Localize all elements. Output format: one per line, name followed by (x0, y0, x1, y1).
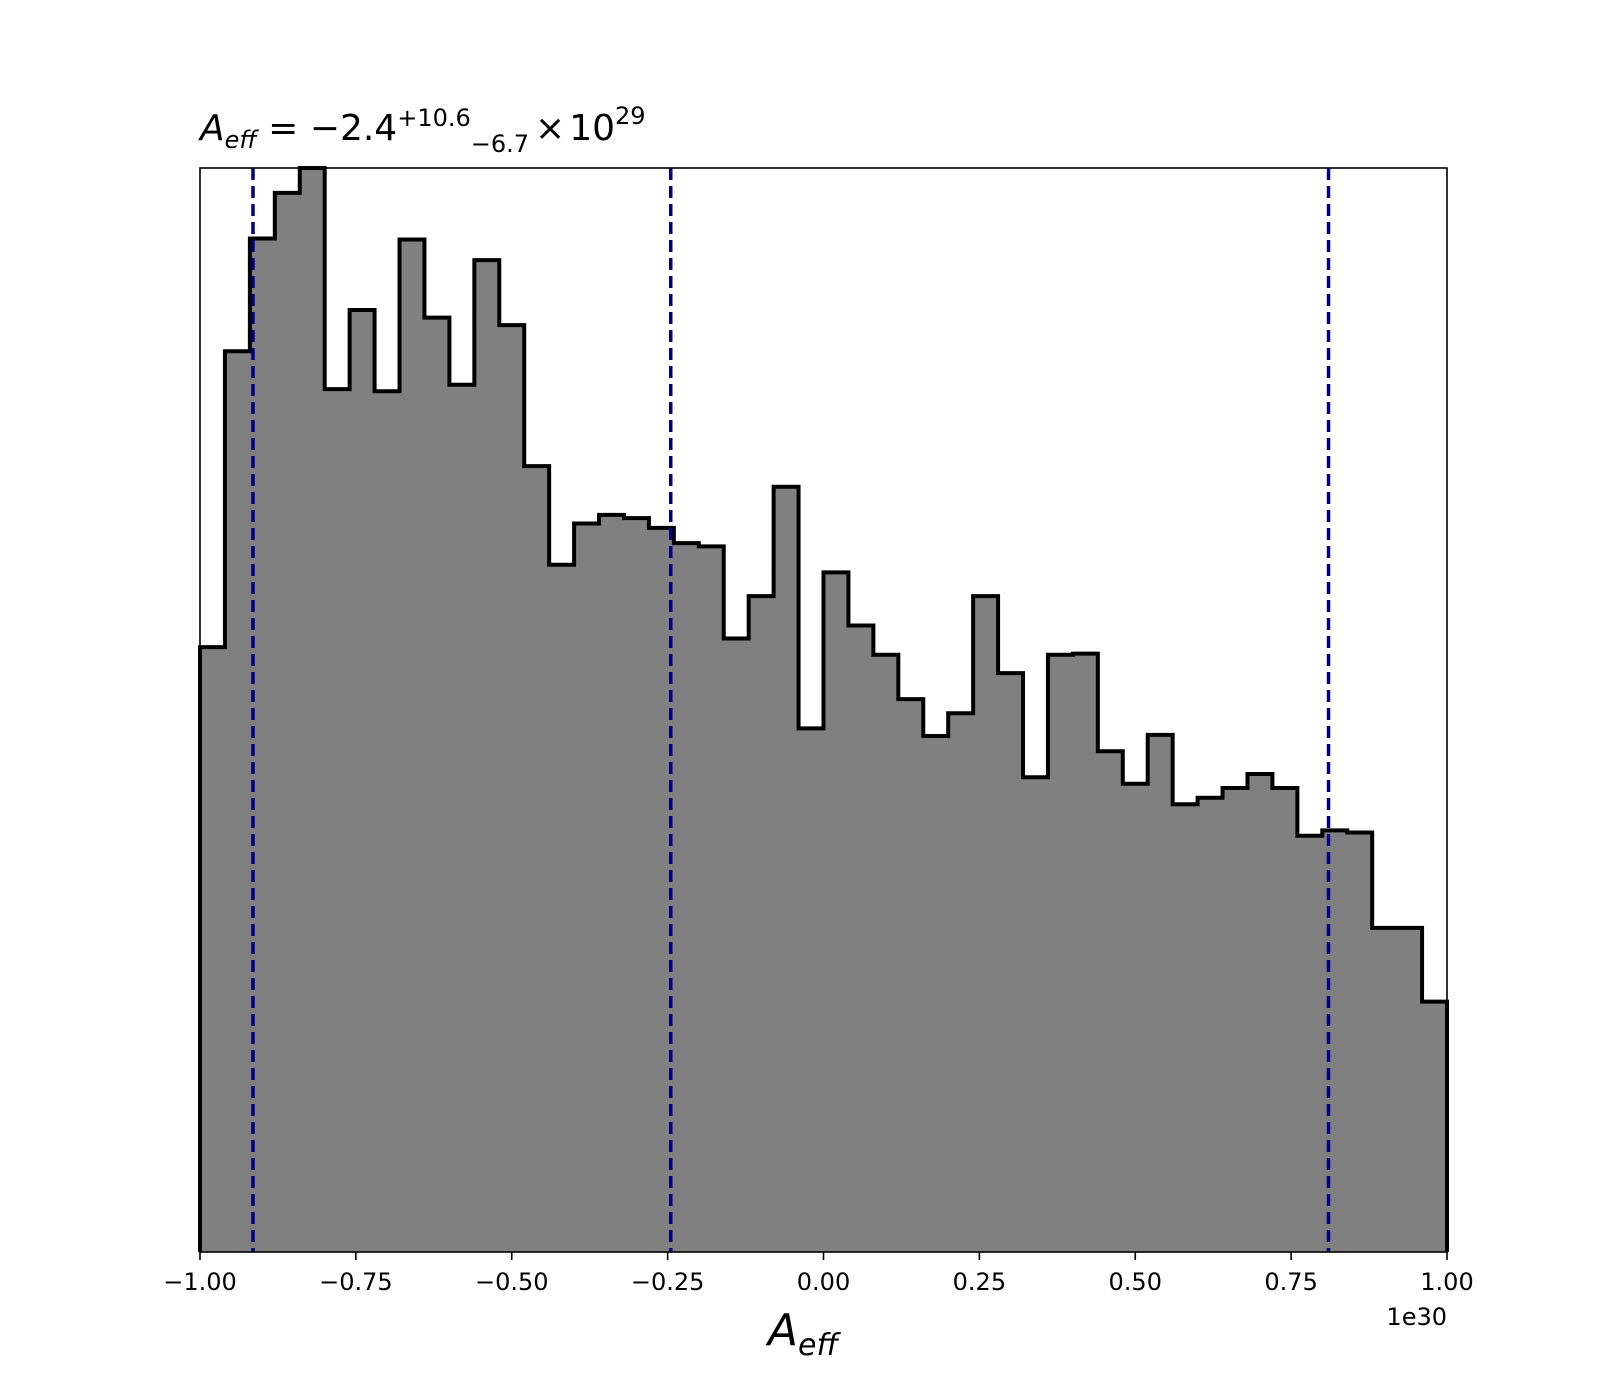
histogram-bar (698, 546, 725, 1252)
histogram-bar (599, 514, 625, 1252)
histogram-bar (723, 638, 750, 1252)
histogram-bar (1097, 751, 1124, 1252)
histogram-bar (574, 523, 600, 1252)
title-base: 10 (569, 108, 615, 149)
histogram-bar (673, 543, 700, 1252)
x-tick-label: −0.50 (475, 1268, 549, 1296)
x-tick-label: 0.00 (797, 1268, 850, 1296)
histogram-bar (424, 317, 450, 1252)
histogram-bar (1397, 927, 1423, 1252)
histogram-step-line (198, 166, 1449, 1252)
title-upper-error: +10.6 (397, 104, 471, 132)
histogram-bar (1047, 654, 1074, 1252)
title-lower-error: −6.7 (471, 130, 529, 158)
x-tick-label: 1.00 (1420, 1268, 1473, 1296)
histogram-bar (1147, 734, 1174, 1252)
x-tick-label: −1.00 (163, 1268, 237, 1296)
histogram-bar (349, 310, 376, 1252)
x-tick-label: 0.75 (1264, 1268, 1317, 1296)
histogram-bar (499, 325, 525, 1252)
histogram-bar (773, 486, 800, 1252)
histogram-bar (1322, 830, 1348, 1252)
x-tick-label: 0.25 (953, 1268, 1006, 1296)
x-axis-offset-label: 1e30 (1386, 1303, 1447, 1331)
histogram-bar (1347, 832, 1373, 1252)
histogram-bar (1297, 835, 1323, 1252)
histogram-bar (1422, 1001, 1448, 1252)
histogram-bar (299, 168, 326, 1252)
histogram-bar (948, 713, 974, 1252)
histogram-bar (1172, 804, 1199, 1252)
histogram-bar (449, 384, 475, 1252)
histogram-bar (274, 192, 301, 1252)
title-equals: = (257, 108, 310, 149)
histogram-outline (198, 166, 1449, 1252)
histogram-bar (623, 518, 650, 1252)
x-axis-label-symbol: A (765, 1305, 798, 1356)
title-times: × (535, 108, 565, 149)
chart-title: Aeff = −2.4+10.6−6.7 × 1029 (198, 102, 646, 158)
histogram-bar (1197, 797, 1224, 1252)
x-axis-ticks: −1.00 −0.75 −0.50 −0.25 0.00 0.25 0.50 0.75 1.00 (163, 1252, 1474, 1296)
histogram-bar (224, 351, 251, 1252)
title-symbol-subscript: eff (225, 126, 260, 154)
x-tick-label: −0.25 (631, 1268, 705, 1296)
histogram-bar (1072, 653, 1099, 1252)
histogram-bar (374, 391, 401, 1253)
histogram-bar (1023, 777, 1049, 1252)
histogram-bar (524, 466, 550, 1253)
title-exponent: 29 (615, 102, 646, 130)
histogram-bar (549, 564, 575, 1252)
histogram-bar (324, 389, 351, 1252)
histogram-bar (1272, 788, 1298, 1252)
title-value: −2.4 (310, 108, 397, 149)
histogram-bar (474, 260, 500, 1252)
x-axis-label: Aeff (765, 1305, 842, 1363)
histogram-bar (1122, 783, 1149, 1252)
histogram-bar (923, 736, 949, 1252)
histogram-bar (1222, 788, 1249, 1252)
x-axis-label-subscript: eff (798, 1328, 841, 1363)
histogram-bar (873, 654, 899, 1252)
histogram-bar (1372, 927, 1398, 1252)
histogram-bar (973, 596, 999, 1252)
histogram-bar (823, 572, 850, 1252)
x-tick-label: −0.75 (319, 1268, 393, 1296)
percentile-lines (251, 168, 1331, 1252)
histogram-bar (898, 699, 924, 1252)
histogram-bar (798, 728, 825, 1252)
histogram-bar (998, 673, 1024, 1252)
title-symbol: A (198, 108, 225, 149)
histogram-bar (748, 596, 775, 1252)
x-tick-label: 0.50 (1109, 1268, 1162, 1296)
histogram-bar (200, 647, 226, 1252)
histogram-bar (1247, 773, 1274, 1252)
histogram-bar (848, 625, 874, 1252)
histogram-bars (200, 168, 1448, 1253)
histogram-bar (399, 239, 426, 1252)
